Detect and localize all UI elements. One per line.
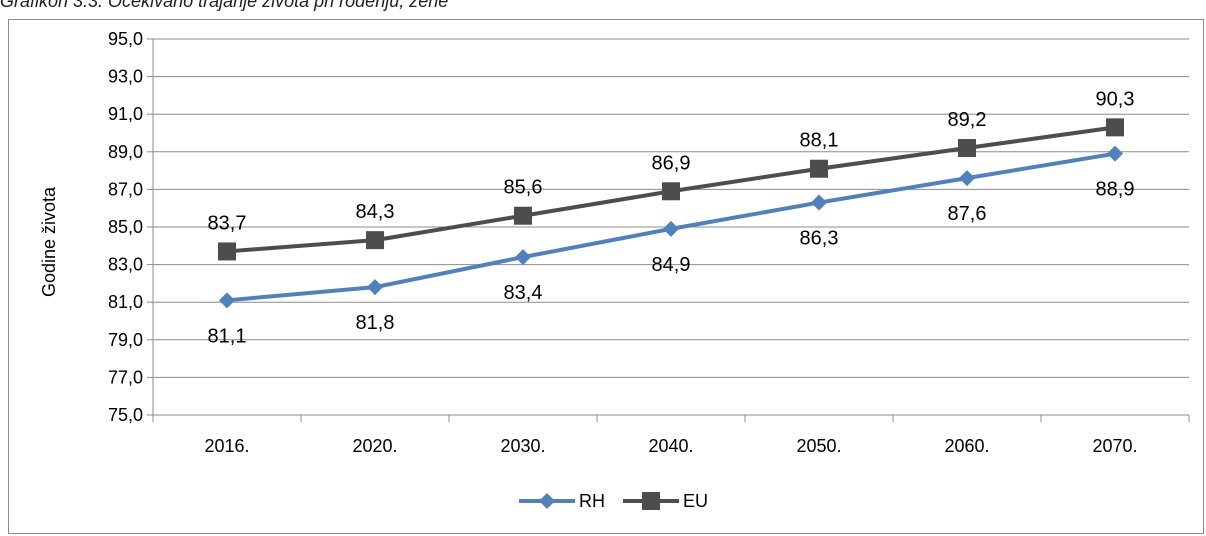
x-tick-label: 2040.	[648, 436, 693, 456]
data-labels: 81,1 81,8 83,4 84,9 86,3 87,6 88,9 83,7 84,3 85,6…	[208, 88, 1135, 347]
x-tick-label: 2020.	[352, 436, 397, 456]
series-point-rh	[959, 170, 975, 187]
line-chart: 75,0 77,0 79,0 81,0 83,0 85,0 87,0 89,0 91,0 93,0…	[39, 29, 1190, 511]
chart-area: 75,0 77,0 79,0 81,0 83,0 85,0 87,0 89,0 91,0 93,0…	[8, 19, 1204, 534]
data-label-eu: 84,3	[356, 201, 395, 223]
legend-marker-eu	[642, 492, 660, 510]
series-point-rh	[811, 194, 827, 211]
x-tick-label: 2070.	[1092, 436, 1137, 456]
y-tick-label: 83,0	[108, 255, 143, 275]
data-label-eu: 83,7	[208, 212, 247, 234]
legend-label-eu: EU	[683, 491, 708, 511]
legend-label-rh: RH	[579, 491, 605, 511]
series-point-rh	[367, 279, 383, 296]
x-tick-label: 2016.	[204, 436, 249, 456]
series-point-eu	[662, 182, 680, 201]
y-tick-label: 95,0	[108, 29, 143, 49]
series-point-eu	[218, 242, 236, 261]
data-label-rh: 84,9	[652, 254, 691, 276]
legend: RH EU	[519, 491, 708, 511]
x-tick-label: 2030.	[500, 436, 545, 456]
data-label-rh: 86,3	[800, 228, 839, 250]
y-tick-label: 81,0	[108, 292, 143, 312]
data-label-eu: 88,1	[800, 130, 839, 152]
data-label-rh: 87,6	[948, 203, 987, 225]
series-point-eu	[1106, 118, 1124, 137]
data-label-eu: 89,2	[948, 109, 987, 131]
y-tick-label: 79,0	[108, 330, 143, 350]
y-tick-label: 87,0	[108, 179, 143, 199]
legend-marker-rh	[539, 493, 555, 509]
y-tick-label: 85,0	[108, 217, 143, 237]
y-tick-label: 93,0	[108, 67, 143, 87]
series-point-eu	[958, 139, 976, 158]
axes: 75,0 77,0 79,0 81,0 83,0 85,0 87,0 89,0 91,0 93,0…	[108, 29, 1190, 456]
data-label-rh: 81,8	[356, 312, 395, 334]
y-axis-title: Godine života	[39, 186, 59, 297]
series-point-rh	[219, 292, 235, 309]
y-tick-label: 89,0	[108, 142, 143, 162]
data-label-eu: 85,6	[504, 177, 543, 199]
y-tick-label: 75,0	[108, 405, 143, 425]
series-point-rh	[515, 249, 531, 266]
data-label-rh: 83,4	[504, 282, 543, 304]
series-point-rh	[1107, 145, 1123, 162]
series-layer	[218, 118, 1124, 309]
x-tick-label: 2050.	[796, 436, 841, 456]
series-point-eu	[366, 231, 384, 250]
series-point-eu	[514, 206, 532, 225]
x-tick-label: 2060.	[944, 436, 989, 456]
data-label-eu: 90,3	[1096, 88, 1135, 110]
series-point-eu	[810, 159, 828, 178]
data-label-rh: 88,9	[1096, 179, 1135, 201]
y-tick-label: 77,0	[108, 367, 143, 387]
data-label-rh: 81,1	[208, 325, 247, 347]
chart-caption: Grafikon 3.3. Očekivano trajanje života …	[0, 0, 449, 11]
series-point-rh	[663, 220, 679, 237]
data-label-eu: 86,9	[652, 152, 691, 174]
y-tick-label: 91,0	[108, 104, 143, 124]
